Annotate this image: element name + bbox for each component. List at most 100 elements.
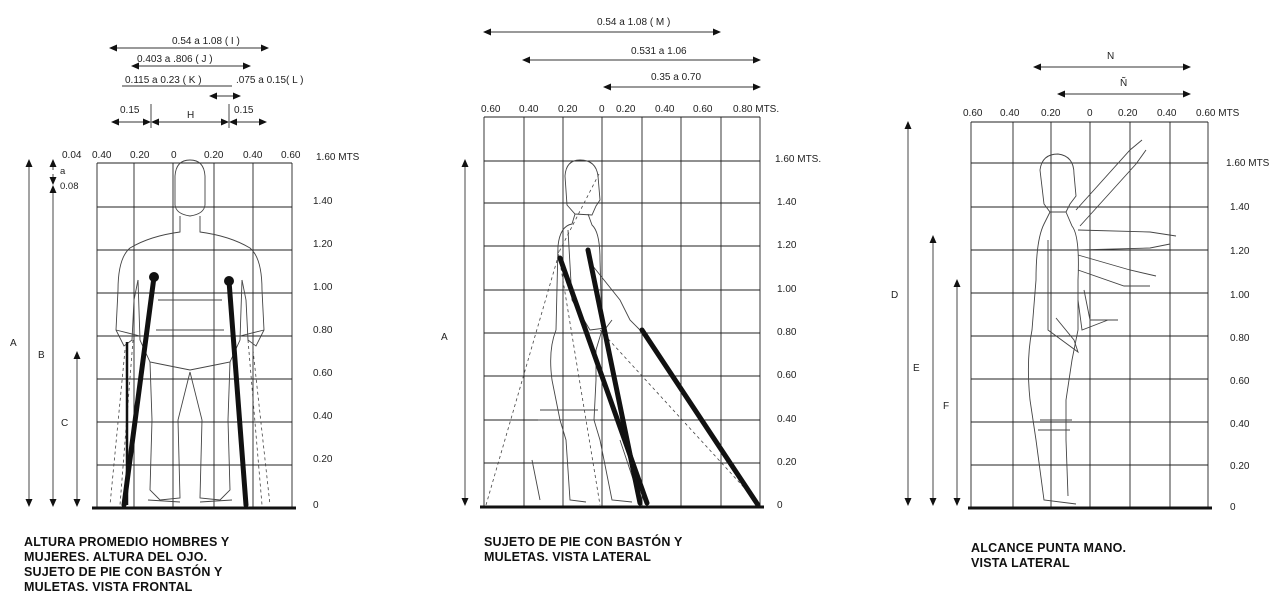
human-figure-reach [1027,139,1177,505]
svg-text:0.20: 0.20 [1118,108,1138,119]
caption-line: MUJERES. ALTURA DEL OJO. [24,550,208,564]
dim-0531: 0.531 a 1.06 [631,46,687,57]
svg-text:1.00: 1.00 [1230,290,1250,301]
svg-text:0.60: 0.60 [313,368,333,379]
grid-alcance [970,121,1209,508]
cane-lateral-front [639,327,761,508]
caption-lateral-baston: SUJETO DE PIE CON BASTÓN Y MULETAS. VIST… [484,535,683,565]
dim-left-015: 0.15 [120,105,140,116]
caption-line: ALCANCE PUNTA MANO. [971,541,1127,555]
svg-text:0: 0 [1087,108,1093,119]
svg-text:1.40: 1.40 [777,197,797,208]
dim-k: 0.115 a 0.23 ( K ) [125,75,202,86]
svg-text:1.60 MTS: 1.60 MTS [316,152,360,163]
caption-line: VISTA LATERAL [971,556,1070,570]
grid-lateral-baston [483,116,761,507]
dim-n: N [1107,51,1114,62]
svg-text:1.40: 1.40 [1230,202,1250,213]
svg-text:0.20: 0.20 [616,104,636,115]
svg-text:1.00: 1.00 [777,284,797,295]
dim-j: 0.403 a .806 ( J ) [137,54,213,65]
caption-line: MULETAS. VISTA LATERAL [484,550,652,564]
label-c: C [61,418,68,429]
svg-text:0.40: 0.40 [1230,419,1250,430]
vertical-dims-frontal: A B C a 0.08 [10,159,81,507]
right-hand-grip [224,276,234,286]
svg-text:1.20: 1.20 [313,239,333,250]
left-hand-grip [149,272,159,282]
svg-text:1.20: 1.20 [777,240,797,251]
dims-lateral: 0.54 a 1.08 ( M ) 0.531 a 1.06 0.35 a 0.… [441,17,761,506]
human-figure-lateral [531,159,641,503]
svg-text:0.20: 0.20 [1041,108,1061,119]
svg-text:0.80: 0.80 [313,325,333,336]
caption-line: SUJETO DE PIE CON BASTÓN Y [484,535,683,549]
svg-text:0: 0 [777,500,783,511]
dim-m: 0.54 a 1.08 ( M ) [597,17,670,28]
dims-alcance: N Ñ D E F [891,51,1191,506]
svg-text:0: 0 [313,500,319,511]
svg-text:0.80: 0.80 [777,327,797,338]
svg-text:0.60: 0.60 [281,150,301,161]
dims-frontal: 0.54 a 1.08 ( I ) 0.403 a .806 ( J ) 0.1… [109,36,303,128]
svg-text:0.20: 0.20 [313,454,333,465]
svg-text:0.80: 0.80 [1230,333,1250,344]
svg-text:0.20: 0.20 [558,104,578,115]
grid-frontal [96,162,293,508]
dim-035: 0.35 a 0.70 [651,72,701,83]
right-scale-lateral: 1.60 MTS. 1.40 1.20 1.00 0.80 0.60 0.40 … [775,154,821,511]
label-a: A [10,338,17,349]
dim-l: .075 a 0.15( L ) [236,75,303,86]
top-scale-frontal: 0.04 0.40 0.20 0 0.20 0.40 0.60 [62,150,301,161]
svg-text:1.20: 1.20 [1230,246,1250,257]
caption-line: SUJETO DE PIE CON BASTÓN Y [24,565,223,579]
svg-text:0.40: 0.40 [1000,108,1020,119]
svg-text:0.60: 0.60 [963,108,983,119]
top-scale-alcance: 0.60 0.40 0.20 0 0.20 0.40 0.60 MTS [963,108,1240,119]
svg-text:0.40: 0.40 [1157,108,1177,119]
reach-trace-dashed [485,171,761,506]
panel-lateral-baston: 0.60 0.40 0.20 0 0.20 0.40 0.60 0.80 MTS… [441,17,821,511]
right-scale-alcance: 1.60 MTS 1.40 1.20 1.00 0.80 0.60 0.40 0… [1226,158,1270,513]
svg-text:0.60 MTS: 0.60 MTS [1196,108,1240,119]
svg-text:0.20: 0.20 [777,457,797,468]
dim-right-015: 0.15 [234,105,254,116]
svg-text:1.00: 1.00 [313,282,333,293]
label-e: E [913,363,920,374]
panel-alcance: 0.60 0.40 0.20 0 0.20 0.40 0.60 MTS 1.60… [891,51,1270,513]
caption-alcance: ALCANCE PUNTA MANO. VISTA LATERAL [971,541,1126,571]
svg-text:0.40: 0.40 [777,414,797,425]
svg-text:0.60: 0.60 [1230,376,1250,387]
top-scale-lateral: 0.60 0.40 0.20 0 0.20 0.40 0.60 0.80 MTS… [481,104,779,115]
svg-text:0.40: 0.40 [519,104,539,115]
svg-text:1.40: 1.40 [313,196,333,207]
dim-ntilde: Ñ [1120,76,1127,89]
svg-text:0.40: 0.40 [92,150,112,161]
svg-text:1.60 MTS: 1.60 MTS [1226,158,1270,169]
label-008: 0.08 [60,181,79,192]
svg-text:0: 0 [1230,502,1236,513]
label-d: D [891,290,898,301]
svg-text:0.60: 0.60 [777,370,797,381]
svg-text:0.60: 0.60 [481,104,501,115]
svg-text:0: 0 [171,150,177,161]
crutch-lateral-mid [585,247,643,506]
left-crutch [121,274,157,508]
svg-text:0.60: 0.60 [693,104,713,115]
dim-h: H [187,110,194,121]
svg-text:0.20: 0.20 [1230,461,1250,472]
label-a-lateral: A [441,332,448,343]
caption-line: ALTURA PROMEDIO HOMBRES Y [24,535,230,549]
svg-text:0.40: 0.40 [313,411,333,422]
caption-line: MULETAS. VISTA FRONTAL [24,580,193,594]
svg-text:0.80 MTS.: 0.80 MTS. [733,104,779,115]
svg-text:0: 0 [599,104,605,115]
dim-i: 0.54 a 1.08 ( I ) [172,36,240,47]
svg-text:0.20: 0.20 [204,150,224,161]
panel-frontal: 0.04 0.40 0.20 0 0.20 0.40 0.60 1.60 MTS… [10,36,360,511]
label-b: B [38,350,45,361]
right-scale-frontal: 1.60 MTS 1.40 1.20 1.00 0.80 0.60 0.40 0… [313,152,360,511]
svg-text:0.40: 0.40 [243,150,263,161]
right-crutch [226,278,249,508]
